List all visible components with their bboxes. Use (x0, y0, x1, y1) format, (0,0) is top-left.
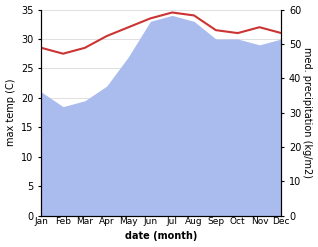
X-axis label: date (month): date (month) (125, 231, 197, 242)
Y-axis label: med. precipitation (kg/m2): med. precipitation (kg/m2) (302, 47, 313, 178)
Y-axis label: max temp (C): max temp (C) (5, 79, 16, 146)
